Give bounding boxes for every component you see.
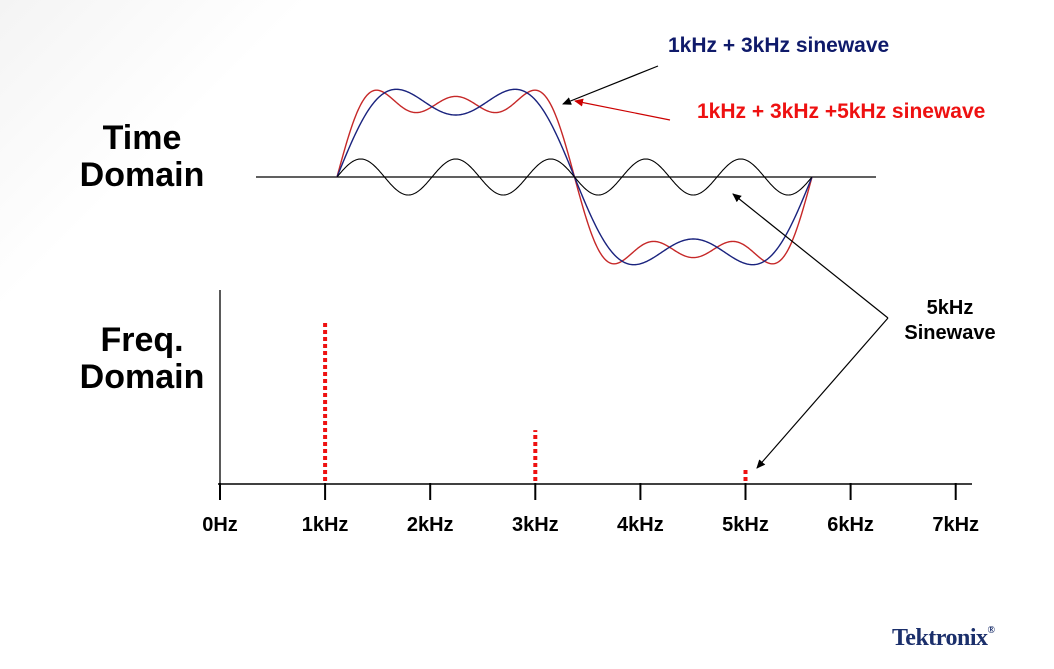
arrow-5k-freq bbox=[756, 317, 889, 469]
freq-domain-title-line1: Freq. bbox=[100, 321, 184, 359]
freq-domain-title-line2: Domain bbox=[79, 358, 205, 396]
label-5k-line2: Sinewave bbox=[904, 322, 996, 344]
freq-tick-label: 0Hz bbox=[202, 514, 238, 536]
arrow-1k-3k bbox=[562, 65, 659, 105]
freq-ticks bbox=[219, 483, 957, 500]
sine-5k-wave bbox=[336, 158, 813, 196]
freq-tick-label: 5kHz bbox=[722, 514, 769, 536]
freq-spectrum-lines bbox=[323, 322, 748, 481]
logo-registered-mark: ® bbox=[987, 625, 995, 636]
freq-tick-label: 7kHz bbox=[932, 514, 980, 536]
time-domain-waves bbox=[336, 88, 813, 266]
label-5k-line1: 5kHz bbox=[926, 297, 974, 319]
label-1k-3k-sinewave: 1kHz + 3kHz sinewave bbox=[668, 34, 890, 57]
tektronix-logo: Tektronix® bbox=[892, 625, 995, 652]
freq-tick-label: 4kHz bbox=[617, 514, 664, 536]
freq-tick-label: 6kHz bbox=[827, 514, 874, 536]
arrow-1k-3k-5k bbox=[574, 98, 671, 121]
label-5k-sinewave: 5kHz Sinewave bbox=[880, 296, 1020, 346]
freq-tick-label: 3kHz bbox=[511, 514, 559, 536]
arrow-5k-time bbox=[732, 193, 889, 319]
time-domain-title: Time Domain bbox=[62, 120, 222, 194]
logo-text: Tektronix bbox=[892, 625, 988, 651]
freq-tick-label: 2kHz bbox=[406, 514, 454, 536]
freq-domain-title: Freq. Domain bbox=[62, 322, 222, 396]
freq-tick-label: 1kHz bbox=[301, 514, 349, 536]
time-domain-title-line2: Domain bbox=[79, 156, 205, 194]
time-domain-title-line1: Time bbox=[102, 119, 182, 157]
label-1k-3k-5k-sinewave: 1kHz + 3kHz +5kHz sinewave bbox=[697, 100, 986, 123]
